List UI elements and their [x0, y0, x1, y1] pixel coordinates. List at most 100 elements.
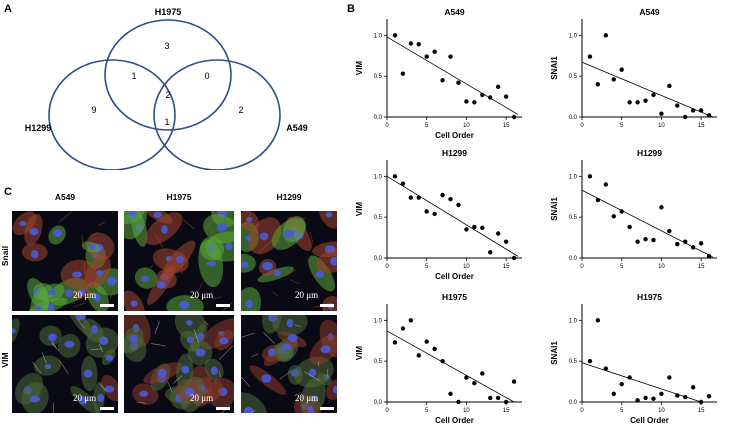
cell-filament — [272, 291, 278, 297]
cell-nucleus — [261, 374, 272, 383]
data-point — [440, 192, 445, 198]
cell-nucleus — [325, 211, 333, 218]
data-point — [432, 211, 437, 217]
cell-filament — [90, 348, 103, 351]
data-point — [698, 108, 704, 113]
cell-nucleus — [71, 271, 83, 278]
cell-nucleus — [19, 221, 27, 227]
plot-svg: H1299 0 5 10 15 0.0 0.5 1.0 Cell Order VIM — [355, 148, 522, 281]
cell-nucleus — [78, 288, 86, 296]
data-point — [400, 181, 406, 186]
data-point — [627, 100, 632, 105]
cell-nucleus — [287, 334, 298, 343]
x-tick-label: 10 — [463, 123, 470, 129]
cell-filament — [279, 370, 292, 380]
panel-label-b: B — [347, 3, 355, 15]
data-point — [432, 346, 437, 352]
data-point — [495, 84, 501, 89]
cell-filament — [251, 353, 259, 358]
data-point — [643, 237, 648, 242]
plot-svg: A549 0 5 10 15 0.0 0.5 1.0 Cell Order VIM — [355, 7, 522, 140]
venn-circle-h1299 — [48, 59, 176, 170]
cell-filament — [241, 332, 255, 338]
cell-filament — [212, 296, 222, 300]
micrograph-texture — [12, 315, 118, 413]
cell-filament — [58, 211, 72, 223]
cell-nucleus — [129, 335, 138, 344]
cell-nucleus — [91, 325, 99, 334]
cell-nucleus — [210, 366, 218, 375]
data-point — [392, 174, 398, 179]
cell-filament — [241, 376, 251, 388]
data-point — [495, 395, 501, 401]
cell-nucleus — [267, 348, 276, 357]
x-tick-label: 10 — [658, 264, 665, 270]
venn-count-h1299-only: 9 — [91, 105, 96, 115]
data-point — [706, 254, 712, 259]
data-point — [587, 358, 593, 364]
micrograph-a549-vim — [12, 315, 118, 413]
micrograph-row-vim: VIM — [0, 352, 10, 368]
cell-filament — [294, 324, 301, 328]
cell-filament — [309, 232, 314, 243]
micrograph-h1975-snail — [124, 211, 234, 311]
cell-filament — [41, 352, 47, 364]
y-tick-label: 1.0 — [569, 174, 578, 180]
data-point — [400, 71, 406, 76]
cell-filament — [81, 235, 84, 250]
data-point — [675, 393, 680, 398]
y-axis-label: SNAI1 — [550, 341, 559, 365]
cell-filament — [296, 291, 304, 295]
cell-filament — [295, 217, 306, 220]
data-point — [619, 381, 624, 387]
cell-filament — [136, 401, 146, 404]
data-point — [690, 245, 696, 250]
cell-filament — [193, 329, 200, 344]
plot-title: H1975 — [442, 292, 467, 302]
data-point — [472, 100, 477, 105]
cell-nucleus — [12, 328, 16, 334]
data-point — [416, 42, 421, 47]
cell-nucleus — [83, 369, 93, 378]
cell-nucleus — [47, 333, 57, 342]
cell-nucleus — [93, 293, 101, 302]
data-point — [408, 318, 414, 323]
cell-body — [241, 287, 261, 311]
data-point — [472, 224, 477, 230]
scale-bar-h1975-vim — [216, 407, 230, 410]
trend-line — [386, 330, 515, 403]
y-tick-label: 0.0 — [374, 115, 383, 121]
data-point — [595, 197, 601, 203]
cell-filament — [251, 410, 256, 413]
x-tick-label: 0 — [385, 123, 389, 129]
data-point — [488, 250, 493, 255]
y-tick-label: 1.0 — [569, 33, 578, 39]
data-point — [603, 366, 609, 371]
cell-nucleus — [206, 260, 217, 267]
data-point — [667, 83, 672, 89]
cell-nucleus — [315, 270, 325, 278]
venn-circle-h1975 — [104, 19, 232, 131]
x-tick-label: 15 — [503, 408, 510, 414]
data-point — [603, 33, 609, 38]
data-point — [448, 197, 453, 202]
y-tick-label: 1.0 — [374, 174, 383, 180]
y-tick-label: 1.0 — [374, 318, 383, 324]
venn-count-all-three: 2 — [165, 90, 170, 100]
data-point — [511, 255, 517, 261]
x-tick-label: 10 — [658, 123, 665, 129]
data-point — [456, 399, 461, 405]
cell-nucleus — [104, 385, 115, 393]
data-point — [503, 239, 509, 244]
plot-svg: H1299 0 5 10 15 0.0 0.5 1.0 SNAI1 — [550, 148, 717, 270]
cell-nucleus — [34, 305, 42, 311]
cell-nucleus — [161, 224, 168, 234]
data-point — [464, 227, 469, 232]
data-point — [611, 391, 616, 397]
y-axis-label: SNAI1 — [550, 56, 559, 80]
cell-filament — [208, 224, 214, 236]
data-point — [416, 353, 421, 358]
cell-nucleus — [75, 315, 86, 321]
scale-label-h1975-vim: 20 μm — [190, 393, 214, 403]
cell-filament — [196, 282, 203, 294]
